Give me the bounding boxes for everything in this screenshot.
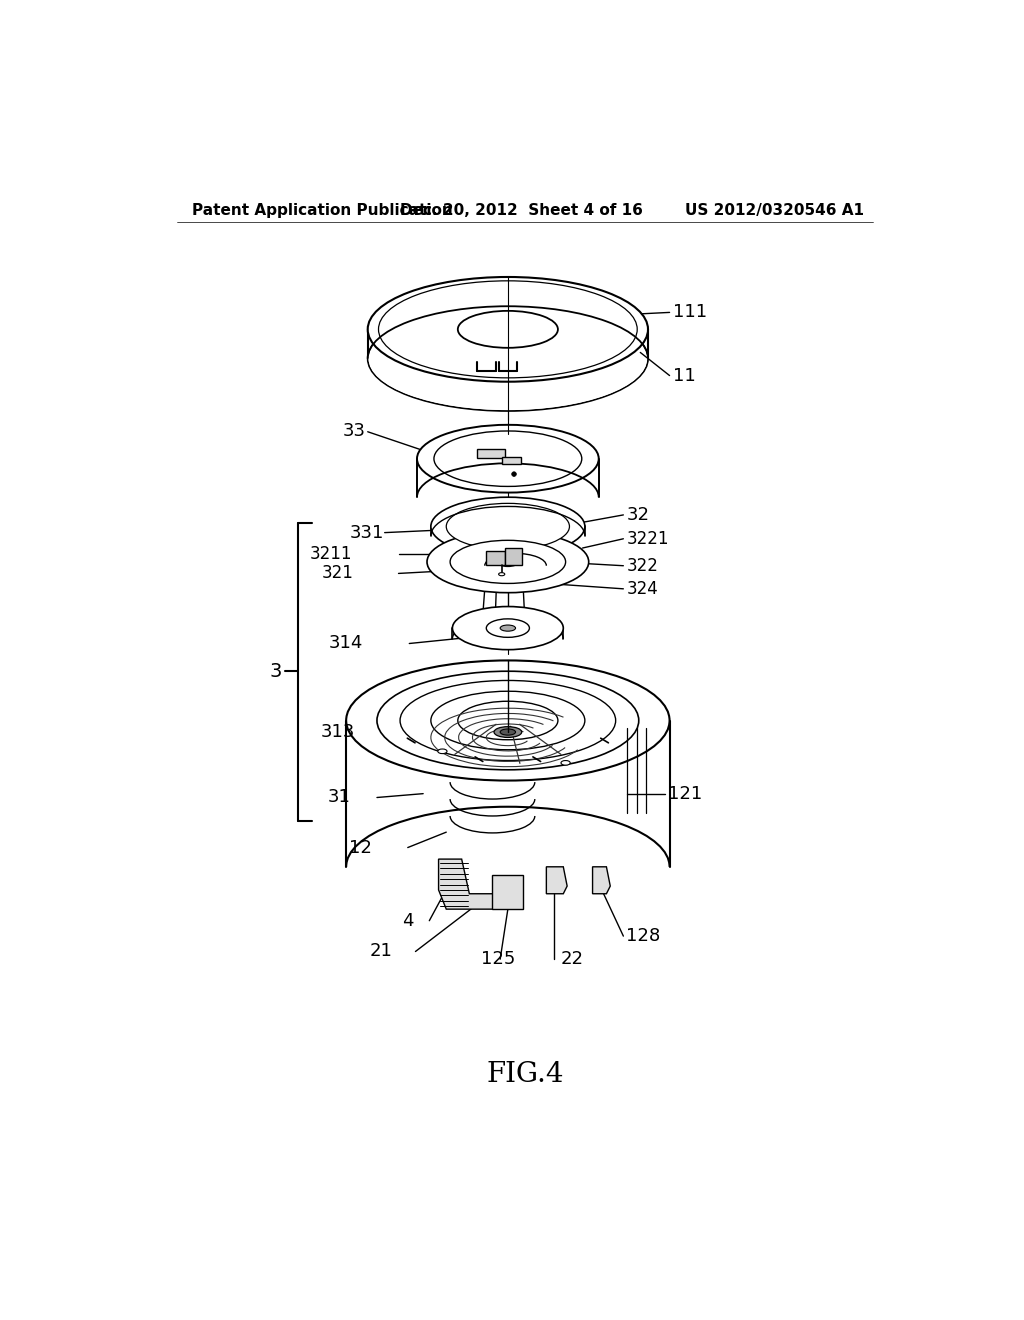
- Ellipse shape: [431, 692, 585, 750]
- Ellipse shape: [427, 531, 589, 593]
- Text: 12: 12: [349, 838, 373, 857]
- Text: 22: 22: [560, 950, 584, 968]
- Text: 314: 314: [329, 635, 364, 652]
- Ellipse shape: [497, 557, 518, 566]
- Ellipse shape: [346, 660, 670, 780]
- Text: 11: 11: [673, 367, 695, 384]
- Ellipse shape: [438, 748, 447, 754]
- Text: 21: 21: [370, 942, 392, 961]
- Ellipse shape: [500, 626, 515, 631]
- Text: Patent Application Publication: Patent Application Publication: [193, 203, 453, 218]
- Text: 111: 111: [673, 304, 707, 321]
- Text: 31: 31: [328, 788, 351, 807]
- Ellipse shape: [368, 306, 648, 411]
- Text: 121: 121: [668, 784, 702, 803]
- Text: Dec. 20, 2012  Sheet 4 of 16: Dec. 20, 2012 Sheet 4 of 16: [400, 203, 643, 218]
- Text: US 2012/0320546 A1: US 2012/0320546 A1: [685, 203, 864, 218]
- Ellipse shape: [434, 430, 582, 487]
- Text: 125: 125: [481, 950, 516, 968]
- Text: 4: 4: [402, 912, 414, 929]
- Ellipse shape: [494, 726, 521, 738]
- Ellipse shape: [370, 308, 646, 409]
- Text: 32: 32: [627, 506, 649, 524]
- Polygon shape: [438, 859, 523, 909]
- Ellipse shape: [431, 498, 585, 556]
- Text: 324: 324: [627, 579, 658, 598]
- Polygon shape: [593, 867, 610, 894]
- Text: 331: 331: [350, 524, 384, 541]
- Text: 128: 128: [627, 927, 660, 945]
- Text: 321: 321: [322, 565, 354, 582]
- Ellipse shape: [499, 573, 505, 576]
- Ellipse shape: [446, 503, 569, 549]
- FancyBboxPatch shape: [477, 449, 505, 458]
- Text: 3211: 3211: [310, 545, 352, 564]
- Ellipse shape: [486, 619, 529, 638]
- Ellipse shape: [561, 760, 570, 766]
- Ellipse shape: [512, 471, 516, 477]
- Polygon shape: [493, 874, 523, 909]
- FancyBboxPatch shape: [503, 457, 521, 465]
- Ellipse shape: [377, 671, 639, 770]
- Text: FIG.4: FIG.4: [486, 1061, 563, 1088]
- Ellipse shape: [368, 277, 648, 381]
- Ellipse shape: [400, 681, 615, 760]
- Text: 3221: 3221: [627, 529, 669, 548]
- Ellipse shape: [458, 312, 558, 348]
- FancyBboxPatch shape: [505, 548, 521, 565]
- Text: 322: 322: [627, 557, 658, 574]
- Ellipse shape: [451, 540, 565, 583]
- Ellipse shape: [500, 729, 515, 735]
- Text: 313: 313: [322, 723, 355, 741]
- Ellipse shape: [417, 425, 599, 492]
- Text: 33: 33: [342, 422, 366, 440]
- Ellipse shape: [453, 607, 563, 649]
- Text: 3: 3: [269, 661, 282, 681]
- FancyBboxPatch shape: [486, 552, 505, 565]
- Polygon shape: [547, 867, 567, 894]
- Ellipse shape: [458, 701, 558, 739]
